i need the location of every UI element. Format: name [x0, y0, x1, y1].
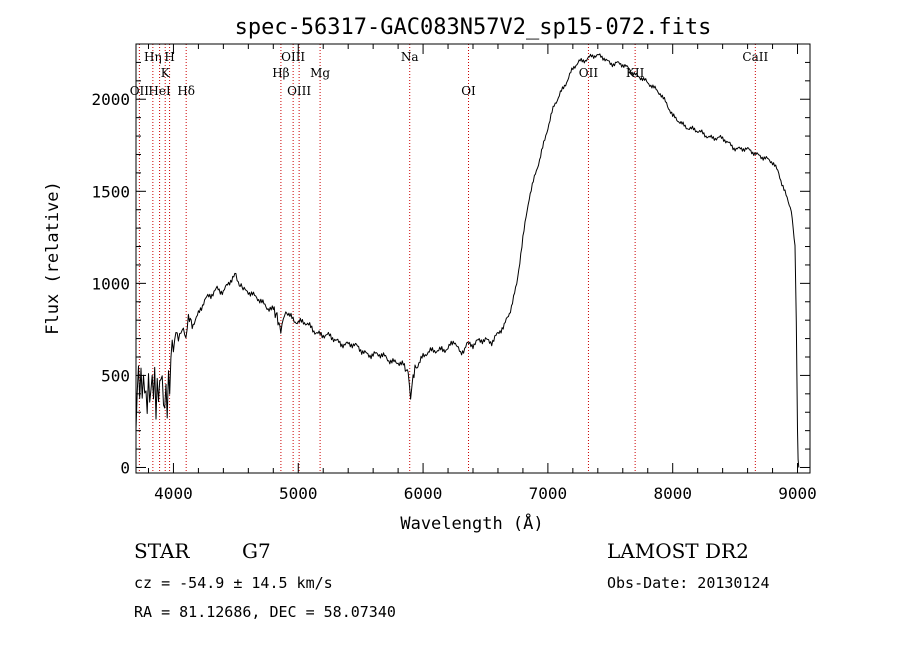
y-tick-label: 0 [120, 458, 130, 477]
observation-date: Obs-Date: 20130124 [607, 574, 770, 592]
y-tick-label: 500 [101, 366, 130, 385]
x-tick-label: 4000 [154, 484, 193, 503]
y-tick-label: 2000 [91, 90, 130, 109]
y-tick-label: 1000 [91, 274, 130, 293]
line-marker-label: OI [461, 84, 476, 98]
survey-name: LAMOST DR2 [607, 539, 749, 563]
plot-area: OII Hη HeI KH Hδ Hβ OIII OIII Mg Na OI OII KII CaII 40… [91, 43, 817, 503]
x-axis-label: Wavelength (Å) [400, 512, 543, 534]
line-marker-label: CaII [742, 50, 768, 64]
line-marker-label: Hη [144, 50, 162, 64]
line-marker-label: HeI [148, 84, 171, 98]
line-marker-label: K [161, 66, 171, 80]
x-tick-label: 8000 [653, 484, 692, 503]
line-marker-label: Hβ [272, 66, 289, 80]
x-tick-label: 5000 [279, 484, 318, 503]
x-tick-label: 6000 [404, 484, 443, 503]
line-marker-label: H [164, 50, 174, 64]
line-marker-label: Na [401, 50, 419, 64]
plot-frame [135, 43, 811, 474]
y-tick-label: 1500 [91, 182, 130, 201]
coordinates-info: RA = 81.12686, DEC = 58.07340 [134, 603, 396, 621]
line-marker-label: Mg [310, 66, 330, 80]
spectral-subclass: G7 [242, 539, 271, 563]
y-axis-label: Flux (relative) [43, 181, 63, 335]
line-marker-label: OII [579, 66, 599, 80]
line-marker-label: KII [626, 66, 645, 80]
line-marker-label: Hδ [177, 84, 195, 98]
x-tick-label: 9000 [778, 484, 817, 503]
line-marker-label: OIII [287, 84, 311, 98]
spectrum-line-0 [135, 53, 800, 468]
object-type: STAR [134, 539, 190, 563]
redshift-info: cz = -54.9 ± 14.5 km/s [134, 574, 333, 592]
line-marker-label: OIII [281, 50, 305, 64]
line-marker-label: OII [130, 84, 150, 98]
x-tick-label: 7000 [529, 484, 568, 503]
chart-title: spec-56317-GAC083N57V2_sp15-072.fits [235, 15, 712, 40]
